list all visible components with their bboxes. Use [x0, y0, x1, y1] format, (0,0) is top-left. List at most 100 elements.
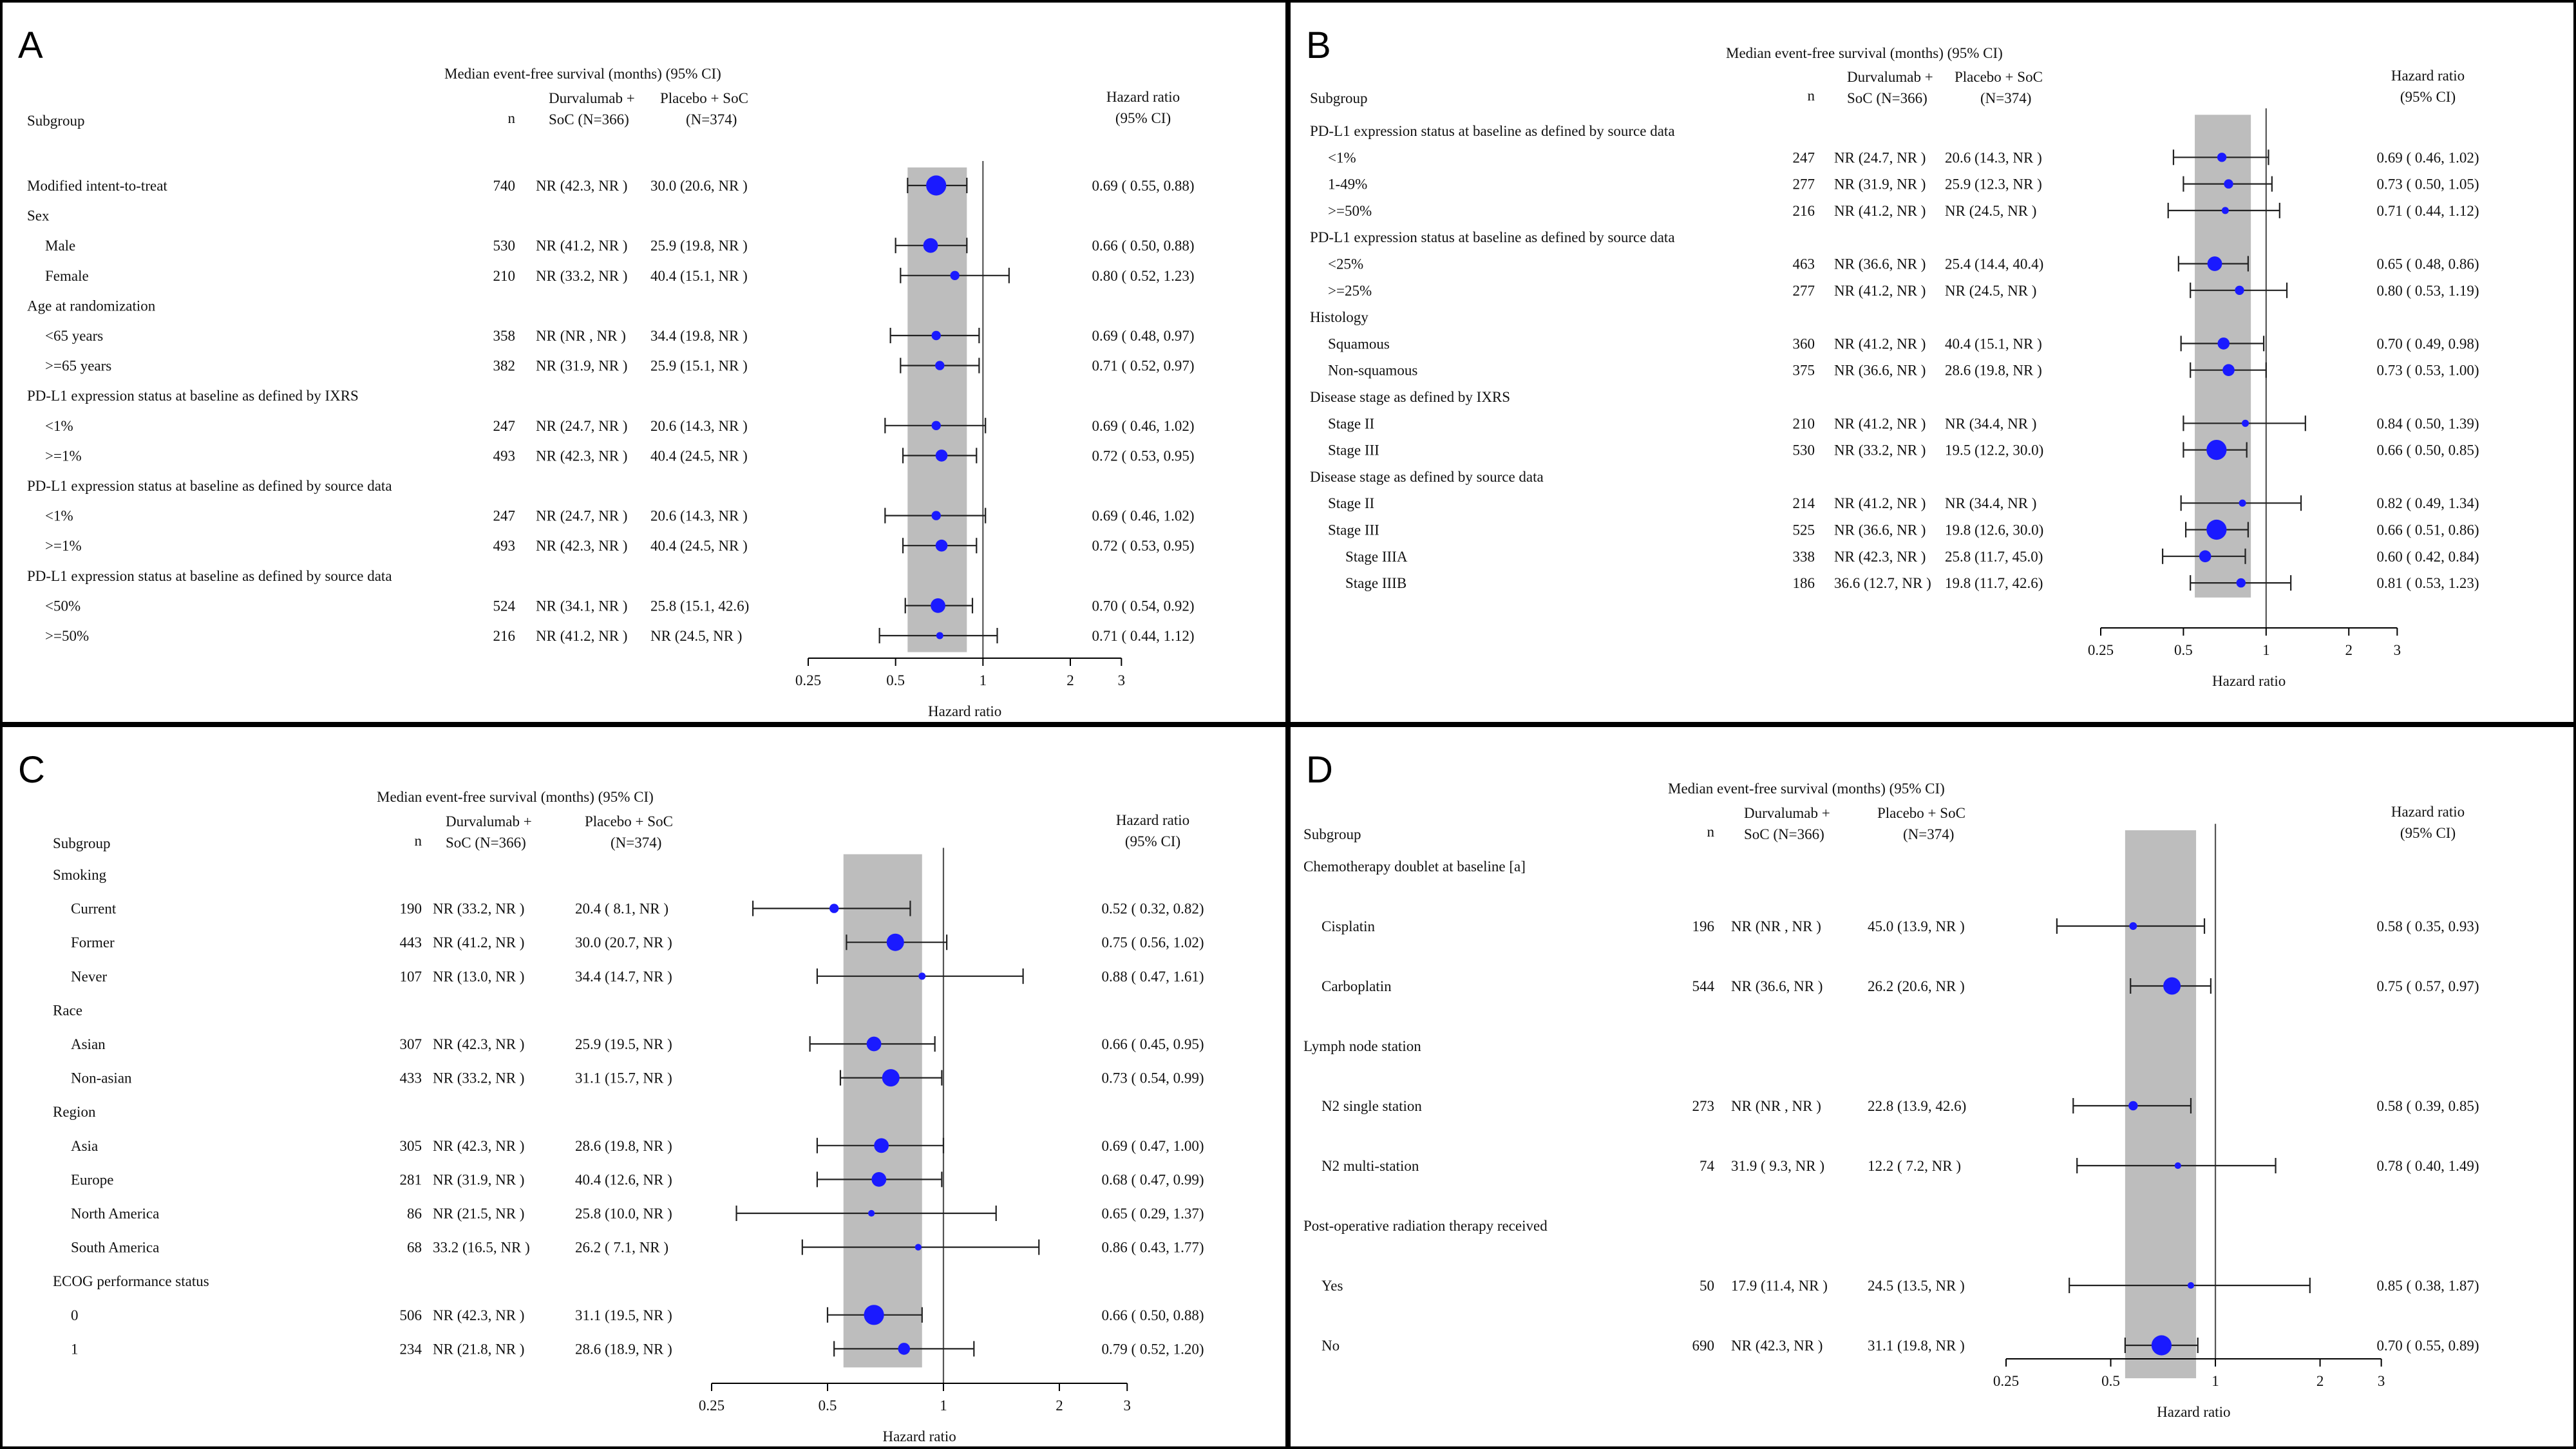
- subgroup-label: >=50%: [1328, 203, 1372, 219]
- column-header-arm1: Durvalumab +: [549, 90, 635, 106]
- arm2-median: 25.9 (19.8, NR ): [650, 238, 748, 254]
- subgroup-header: PD-L1 expression status at baseline as d…: [27, 388, 359, 404]
- table-row: Squamous 360 NR (41.2, NR ) 40.4 (15.1, NR …: [1328, 336, 2479, 352]
- arm2-median: 20.6 (14.3, NR ): [650, 508, 748, 524]
- panel-border: [0, 724, 1288, 1449]
- arm2-median: 25.8 (15.1, 42.6): [650, 598, 749, 614]
- n-value: 50: [1700, 1278, 1714, 1294]
- subgroup-label: South America: [71, 1240, 159, 1256]
- n-value: 382: [493, 358, 516, 374]
- hr-point: [2236, 578, 2246, 588]
- n-value: 375: [1793, 363, 1815, 379]
- subgroup-label: >=50%: [45, 628, 89, 644]
- hr-point: [2163, 977, 2181, 995]
- subgroup-label: Former: [71, 934, 115, 951]
- hr-point: [2217, 153, 2227, 162]
- x-axis-label: Hazard ratio: [928, 703, 1001, 719]
- panel-label: D: [1306, 749, 1333, 791]
- arm1-median: NR (42.3, NR ): [536, 538, 627, 554]
- hr-value: 0.69 ( 0.46, 1.02): [1092, 418, 1194, 434]
- arm2-median: 20.6 (14.3, NR ): [650, 418, 748, 434]
- column-header-n: n: [508, 110, 516, 126]
- table-row: PD-L1 expression status at baseline as d…: [1310, 229, 1675, 245]
- arm1-median: NR (33.2, NR ): [433, 901, 524, 917]
- hr-point: [2174, 1162, 2181, 1170]
- hr-point: [914, 1244, 922, 1251]
- n-value: 443: [400, 934, 422, 951]
- hr-value: 0.58 ( 0.39, 0.85): [2376, 1098, 2479, 1114]
- n-value: 530: [493, 238, 516, 254]
- panel-label: A: [18, 24, 43, 66]
- arm2-median: 34.4 (14.7, NR ): [575, 969, 672, 985]
- arm1-median: NR (NR , NR ): [536, 328, 626, 344]
- subgroup-label: Asian: [71, 1036, 106, 1052]
- x-tick-label: 2: [1056, 1397, 1063, 1414]
- column-header-n: n: [415, 833, 422, 849]
- table-row: Region: [53, 1104, 96, 1120]
- hr-value: 0.84 ( 0.50, 1.39): [2376, 415, 2479, 431]
- hr-value: 0.73 ( 0.50, 1.05): [2376, 176, 2479, 193]
- table-row: N2 single station 273 NR (NR , NR ) 22.8 (1…: [1321, 1098, 2479, 1114]
- arm1-median: NR (41.2, NR ): [1834, 415, 1926, 431]
- subgroup-label: Europe: [71, 1171, 113, 1188]
- table-row: Asian 307 NR (42.3, NR ) 25.9 (19.5, NR ) 0.…: [71, 1036, 1204, 1052]
- subgroup-header: PD-L1 expression status at baseline as d…: [1310, 123, 1675, 139]
- table-row: Stage III 530 NR (33.2, NR ) 19.5 (12.2, 30…: [1328, 440, 2479, 460]
- hr-value: 0.70 ( 0.54, 0.92): [1092, 598, 1194, 614]
- n-value: 210: [1793, 415, 1815, 431]
- arm1-median: NR (42.3, NR ): [1731, 1338, 1823, 1354]
- panel-border: [1288, 0, 2576, 724]
- hr-point: [931, 330, 941, 341]
- column-header-median: Median event-free survival (months) (95%…: [1668, 781, 1945, 797]
- arm2-median: 40.4 (24.5, NR ): [650, 448, 748, 464]
- table-row: >=65 years 382 NR (31.9, NR ) 25.9 (15.1, N…: [45, 357, 1195, 374]
- arm1-median: NR (34.1, NR ): [536, 598, 627, 614]
- table-row: <1% 247 NR (24.7, NR ) 20.6 (14.3, NR ) 0.69…: [1328, 149, 2479, 166]
- table-row: <1% 247 NR (24.7, NR ) 20.6 (14.3, NR ) 0.69…: [45, 417, 1195, 434]
- column-header-n: n: [1707, 824, 1715, 840]
- x-axis-label: Hazard ratio: [882, 1428, 956, 1444]
- hr-point: [931, 421, 941, 430]
- subgroup-label: North America: [71, 1206, 159, 1222]
- hr-point: [918, 972, 926, 980]
- n-value: 493: [493, 538, 516, 554]
- subgroup-label: <1%: [45, 418, 73, 434]
- column-header-n: n: [1808, 88, 1815, 104]
- arm2-median: 25.8 (10.0, NR ): [575, 1206, 672, 1222]
- n-value: 305: [400, 1138, 422, 1154]
- arm2-median: 20.4 ( 8.1, NR ): [575, 901, 668, 917]
- table-row: South America 68 33.2 (16.5, NR ) 26.2 ( 7.…: [71, 1239, 1204, 1256]
- subgroup-header: PD-L1 expression status at baseline as d…: [27, 478, 392, 494]
- n-value: 247: [1793, 149, 1815, 166]
- column-header-arm1: Durvalumab +: [1847, 69, 1933, 85]
- arm1-median: NR (NR , NR ): [1731, 918, 1821, 934]
- n-value: 214: [1793, 495, 1815, 511]
- arm2-median: 40.4 (15.1, NR ): [650, 268, 748, 284]
- hr-point: [2221, 207, 2229, 214]
- column-header-arm1: SoC (N=366): [1847, 90, 1927, 106]
- hr-value: 0.72 ( 0.53, 0.95): [1092, 448, 1194, 464]
- arm1-median: NR (21.8, NR ): [433, 1341, 524, 1357]
- subgroup-label: Cisplatin: [1321, 918, 1376, 934]
- hr-point: [935, 539, 948, 552]
- table-row: Yes 50 17.9 (11.4, NR ) 24.5 (13.5, NR ) 0.8…: [1321, 1278, 2479, 1294]
- n-value: 277: [1793, 283, 1815, 299]
- n-value: 216: [1793, 203, 1815, 219]
- n-value: 247: [493, 418, 516, 434]
- hr-point: [2217, 337, 2230, 350]
- arm2-median: 40.4 (15.1, NR ): [1945, 336, 2042, 352]
- hr-value: 0.65 ( 0.29, 1.37): [1101, 1206, 1204, 1222]
- hr-point: [935, 450, 948, 462]
- hr-value: 0.71 ( 0.44, 1.12): [1092, 628, 1194, 644]
- n-value: 74: [1700, 1158, 1715, 1174]
- hr-point: [931, 511, 941, 520]
- subgroup-label: N2 multi-station: [1321, 1158, 1419, 1174]
- subgroup-label: <25%: [1328, 256, 1363, 272]
- subgroup-label: Female: [45, 268, 89, 284]
- subgroup-label: Stage IIIB: [1345, 575, 1406, 591]
- table-row: PD-L1 expression status at baseline as d…: [27, 388, 359, 404]
- arm2-median: NR (24.5, NR ): [1945, 283, 2036, 299]
- n-value: 433: [400, 1070, 422, 1086]
- hr-point: [2222, 364, 2235, 376]
- arm2-median: 19.5 (12.2, 30.0): [1945, 442, 2043, 459]
